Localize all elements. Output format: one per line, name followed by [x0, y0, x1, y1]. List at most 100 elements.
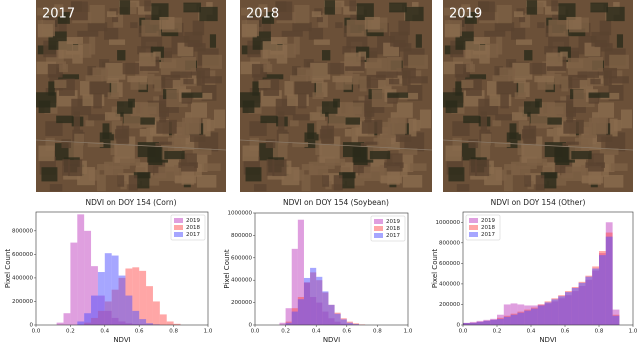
histogram-bar	[592, 268, 599, 325]
field-patch	[590, 78, 601, 85]
x-tick-label: 0.2	[66, 329, 75, 335]
histogram-bar	[77, 321, 85, 325]
field-patch	[535, 136, 543, 145]
field-patch	[544, 172, 557, 189]
field-patch	[102, 123, 110, 139]
field-patch	[382, 121, 395, 139]
field-patch	[251, 63, 267, 78]
field-patch	[307, 123, 315, 139]
x-tick-label: 0.2	[281, 329, 290, 335]
y-tick-label: 200000	[12, 299, 33, 305]
field-patch	[181, 57, 196, 72]
field-patch	[156, 119, 177, 134]
field-patch	[191, 102, 208, 118]
field-patch	[396, 102, 413, 118]
y-tick-label: 600000	[231, 255, 252, 261]
field-patch	[415, 34, 422, 48]
field-patch	[104, 27, 119, 40]
field-patch	[327, 62, 345, 75]
y-tick-label: 1000000	[228, 211, 253, 217]
field-patch	[376, 71, 398, 78]
histogram-bar	[322, 291, 329, 325]
field-patch	[616, 34, 624, 48]
field-patch	[85, 75, 104, 82]
field-patch	[609, 54, 629, 69]
field-patch	[455, 81, 462, 96]
field-patch	[389, 2, 407, 13]
field-patch	[294, 80, 315, 98]
field-patch	[139, 128, 147, 137]
field-patch	[202, 76, 222, 84]
field-patch	[241, 7, 258, 16]
field-patch	[570, 51, 579, 63]
field-patch	[87, 22, 108, 32]
histogram-bar	[578, 282, 586, 325]
field-patch	[73, 111, 80, 131]
field-patch	[495, 114, 515, 121]
field-patch	[588, 57, 603, 72]
field-patch	[106, 77, 119, 84]
legend-label: 2017	[386, 233, 400, 239]
field-patch	[120, 158, 141, 166]
field-patch	[588, 153, 604, 172]
field-patch	[515, 39, 533, 45]
field-patch	[290, 75, 309, 82]
field-patch	[199, 6, 218, 22]
histogram-bar	[84, 313, 92, 325]
field-patch	[278, 133, 289, 146]
histogram-bar	[159, 314, 167, 325]
field-patch	[258, 80, 271, 89]
field-patch	[333, 2, 342, 15]
histogram-bar	[463, 322, 470, 325]
field-patch	[395, 134, 412, 142]
field-patch	[245, 167, 262, 182]
histogram-bar	[297, 219, 304, 325]
field-patch	[345, 102, 365, 122]
field-patch	[47, 63, 63, 78]
histogram-bar	[77, 214, 85, 325]
field-patch	[364, 111, 372, 123]
field-patch	[546, 128, 554, 137]
field-patch	[524, 50, 533, 61]
field-patch	[537, 22, 545, 29]
legend-swatch	[174, 232, 183, 237]
field-patch	[486, 81, 497, 96]
field-patch	[148, 147, 163, 165]
field-patch	[456, 184, 470, 192]
y-tick-label: 200000	[231, 300, 252, 306]
field-patch	[311, 11, 322, 18]
field-patch	[248, 102, 262, 114]
field-patch	[521, 144, 542, 163]
histogram-bar	[146, 286, 153, 325]
field-patch	[311, 77, 324, 84]
y-axis-label: Pixel Count	[4, 249, 12, 288]
legend-label: 2019	[481, 218, 495, 224]
field-patch	[294, 4, 310, 24]
histogram-bar	[173, 323, 181, 325]
field-patch	[368, 51, 378, 63]
y-tick-label: 0	[30, 323, 34, 329]
field-patch	[123, 113, 142, 129]
histogram-bar	[291, 248, 298, 325]
field-patch	[597, 134, 613, 142]
chart-title: NDVI on DOY 154 (Other)	[491, 198, 586, 207]
histogram-bar	[63, 313, 71, 325]
field-patch	[475, 159, 490, 177]
field-patch	[464, 11, 477, 24]
field-patch	[79, 81, 90, 96]
field-patch	[548, 175, 567, 186]
field-patch	[128, 136, 136, 145]
field-patch	[344, 128, 352, 137]
field-patch	[164, 151, 185, 160]
histogram-bar	[599, 255, 606, 325]
chart-title: NDVI on DOY 154 (Corn)	[85, 198, 176, 207]
field-patch	[333, 175, 343, 191]
field-patch	[112, 17, 119, 23]
field-patch	[181, 153, 197, 172]
field-patch	[389, 78, 400, 85]
y-tick-label: 400000	[231, 278, 252, 284]
field-patch	[276, 44, 288, 64]
field-patch	[97, 164, 109, 171]
